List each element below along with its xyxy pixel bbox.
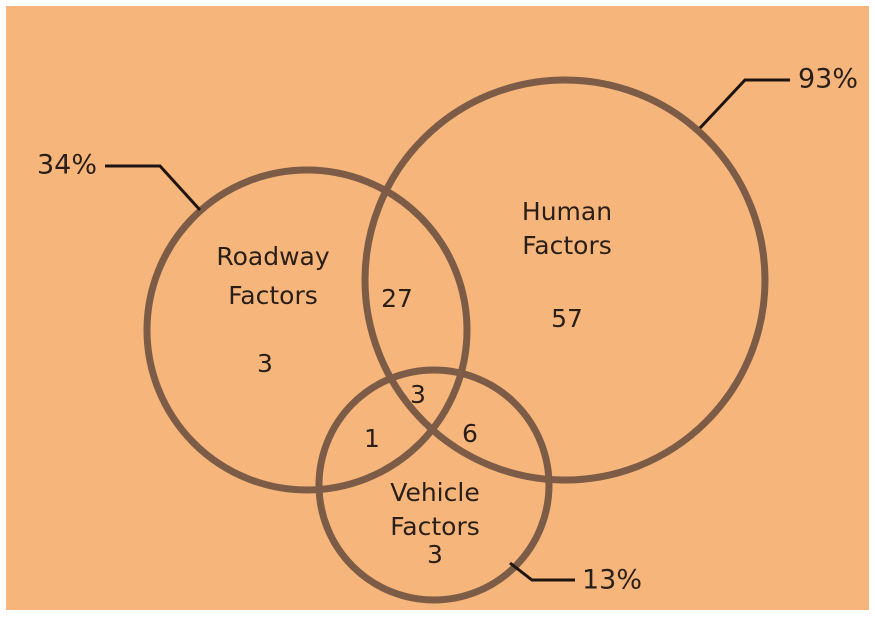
set-share: 93%: [798, 64, 858, 95]
leader-line: [509, 561, 575, 582]
set-label: Factors: [390, 512, 480, 541]
region-count: 1: [364, 424, 380, 453]
set-label: Vehicle: [390, 478, 479, 507]
set-share: 34%: [37, 150, 97, 181]
roadway-circle: [143, 166, 471, 494]
region-count: 57: [551, 304, 583, 333]
region-count: 6: [462, 419, 478, 448]
set-share: 13%: [582, 565, 642, 596]
set-label: Human: [522, 197, 612, 226]
set-label: Factors: [228, 281, 318, 310]
region-count: 27: [381, 284, 413, 313]
region-count: 3: [257, 349, 273, 378]
leader-line: [698, 78, 790, 130]
vehicle-circle: [315, 366, 553, 604]
leader-line: [105, 164, 202, 212]
set-label: Factors: [522, 231, 612, 260]
set-label: Roadway: [216, 242, 329, 271]
region-count: 3: [427, 540, 443, 569]
region-count: 3: [410, 380, 426, 409]
human-circle: [361, 76, 769, 484]
